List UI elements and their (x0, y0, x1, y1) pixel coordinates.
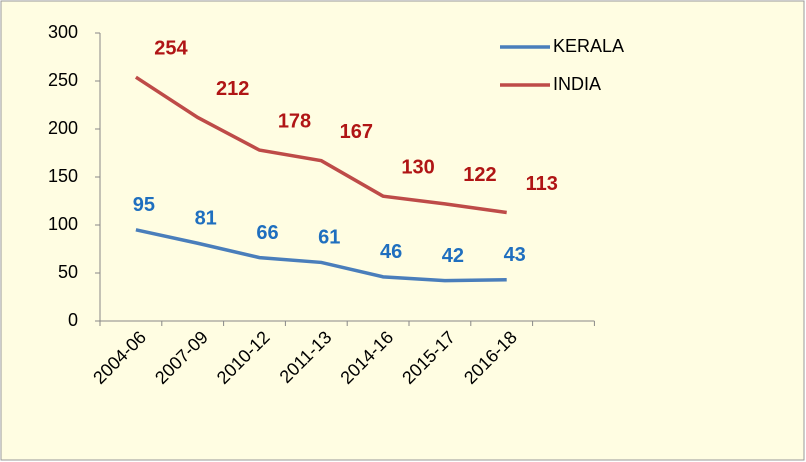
series-line (135, 228, 507, 283)
data-label: 254 (154, 37, 188, 59)
data-label: 66 (256, 222, 278, 244)
series-line (134, 75, 507, 215)
data-label: 46 (380, 241, 402, 263)
y-tick-label: 100 (48, 214, 78, 234)
data-label: 113 (526, 173, 558, 195)
y-tick-label: 50 (58, 262, 78, 282)
legend-label: KERALA (553, 36, 624, 56)
data-label: 178 (278, 110, 311, 132)
data-label: 61 (318, 227, 340, 249)
y-tick-label: 200 (48, 118, 78, 138)
data-label: 81 (195, 208, 217, 230)
y-tick-label: 0 (68, 310, 78, 330)
legend-label: INDIA (553, 74, 601, 94)
y-tick-label: 250 (48, 70, 78, 90)
data-label: 167 (340, 121, 373, 143)
data-label: 122 (463, 164, 496, 186)
y-tick-label: 300 (48, 22, 78, 42)
data-label: 43 (504, 244, 526, 266)
data-label: 130 (401, 156, 434, 178)
y-tick-label: 150 (48, 166, 78, 186)
data-label: 95 (133, 194, 155, 216)
data-label: 42 (442, 245, 464, 267)
data-label: 212 (216, 78, 249, 100)
